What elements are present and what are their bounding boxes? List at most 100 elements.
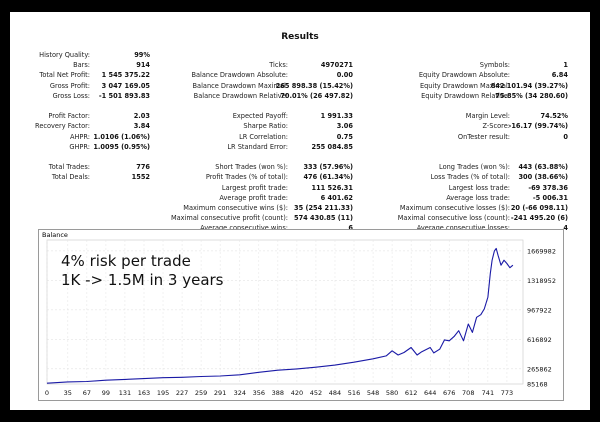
stat-label: Equity Drawdown Maximal: [419,81,510,90]
stat-value: 1552 [131,173,150,182]
stat-label: Margin Level: [465,112,510,121]
stat-label: LR Correlation: [239,132,288,141]
stat-value: -1 501 893.83 [98,91,150,100]
stat-label: Bars: [73,61,90,70]
x-tick-label: 67 [83,389,91,397]
stat-label: Ticks: [269,61,288,70]
stat-value: 20 (-66 098.11) [510,204,568,212]
x-tick-label: 708 [462,389,474,397]
stat-value: 0.75 [336,132,353,141]
x-tick-label: 612 [405,389,417,397]
stat-label: OnTester result: [457,132,510,141]
stat-label: Average profit trade: [219,193,288,202]
report-title: Results [281,32,319,42]
x-tick-label: 580 [386,389,398,397]
statistics-panel: History Quality: 99% Bars: 914 Total Net Pro… [10,50,590,240]
annotation-line-2: 1K -> 1.5M in 3 years [61,271,224,289]
stat-value: 4970271 [320,61,353,70]
stat-label: Loss Trades (% of total): [430,173,510,182]
stat-value: 75.85% (34 280.60) [495,91,568,100]
y-tick-label: 265862 [527,365,552,373]
stat-value: 3.06 [336,122,353,131]
stat-label: Largest profit trade: [221,183,288,192]
stat-value: 3 047 169.05 [101,81,150,90]
stat-value: 35 (254 211.33) [293,204,353,212]
x-tick-label: 420 [291,389,303,397]
chart-title: Balance [42,231,68,239]
y-tick-label: 1318952 [527,277,556,285]
stat-label: LR Standard Error: [227,142,288,151]
stat-value: 1.0095 (0.95%) [93,142,150,151]
stat-label: Maximum consecutive wins ($): [183,204,288,212]
stat-label: Total Trades: [48,163,90,172]
x-tick-label: 0 [45,389,49,397]
stat-value: -16.17 (99.74%) [508,122,568,131]
stat-value: 1 545 375.22 [101,71,150,80]
stat-value: 6 [348,223,353,233]
stat-label: Maximal consecutive profit (count): [170,214,288,223]
x-tick-label: 35 [64,389,72,397]
stat-label: Long Trades (won %): [439,163,510,172]
stat-label: Average loss trade: [446,193,510,202]
stat-value: 2.03 [133,112,150,121]
stat-value: -5 006.31 [532,193,568,202]
annotation-line-1: 4% risk per trade [61,252,191,270]
stat-label: History Quality: [39,51,90,59]
x-tick-label: 227 [176,389,188,397]
stat-value: 6.84 [551,71,568,80]
stat-value: 300 (38.66%) [518,173,568,182]
balance-chart-svg: 85168 265862 616892 967922 1318952 1669982 0 35… [45,239,556,397]
stat-label: Largest loss trade: [448,183,510,192]
stat-label: Symbols: [479,61,510,70]
x-tick-label: 324 [234,389,246,397]
x-tick-label: 644 [424,389,436,397]
stat-value: 914 [136,61,150,70]
stat-value: 476 (61.34%) [303,173,353,182]
report-sheet: Results History Quality: 99% Bars: 914 Total… [10,12,590,410]
x-tick-label: 452 [310,389,322,397]
x-tick-label: 131 [119,389,131,397]
stat-value: 574 430.85 (11) [293,214,353,223]
stat-value: 99% [134,51,150,59]
x-tick-label: 484 [329,389,341,397]
stat-value: 265 898.38 (15.42%) [275,81,353,90]
stat-label: Short Trades (won %): [215,163,288,172]
stat-label: Total Deals: [51,173,90,182]
y-tick-label: 616892 [527,336,552,344]
stat-value: 74.52% [540,112,568,121]
stat-label: Z-Score: [482,122,510,131]
stat-label: Average consecutive losses: [417,223,510,233]
stat-label: Equity Drawdown Relative: [421,91,510,100]
x-tick-label: 388 [272,389,284,397]
stat-label: Maximum consecutive losses ($): [399,204,510,212]
stat-value: 111 526.31 [311,183,353,192]
stat-value: 1 991.33 [320,112,353,121]
stat-label: Equity Drawdown Absolute: [418,71,510,80]
stat-value: -241 495.20 (6) [510,214,568,223]
x-tick-label: 163 [138,389,150,397]
stat-label: Recovery Factor: [35,122,90,131]
balance-chart: Balance 85168 265862 616892 967922 1318952 16… [38,229,564,401]
stat-label: Total Net Profit: [39,71,90,80]
stat-label: GHPR: [69,142,90,151]
stat-value: 0 [563,132,568,141]
stat-label: Average consecutive wins: [200,223,288,233]
stat-value: 4 [563,224,568,233]
stat-label: AHPR: [69,132,90,141]
stat-value: 443 (63.88%) [518,163,568,172]
x-tick-label: 516 [348,389,360,397]
stat-label: Sharpe Ratio: [243,122,288,131]
y-tick-label: 85168 [527,381,548,389]
stat-value: 6 401.62 [320,193,353,202]
stat-label: Maximal consecutive loss (count): [397,214,510,223]
stat-value: 842 101.94 (39.27%) [490,81,568,90]
stat-value: 255 084.85 [311,142,353,151]
x-tick-label: 259 [195,389,207,397]
y-tick-label: 967922 [527,306,552,314]
balance-series-line [46,247,514,384]
x-tick-label: 741 [482,389,494,397]
stat-value: 0.00 [336,71,353,80]
x-tick-label: 356 [253,389,265,397]
stat-value: 1 [563,61,568,70]
x-tick-label: 291 [214,389,226,397]
